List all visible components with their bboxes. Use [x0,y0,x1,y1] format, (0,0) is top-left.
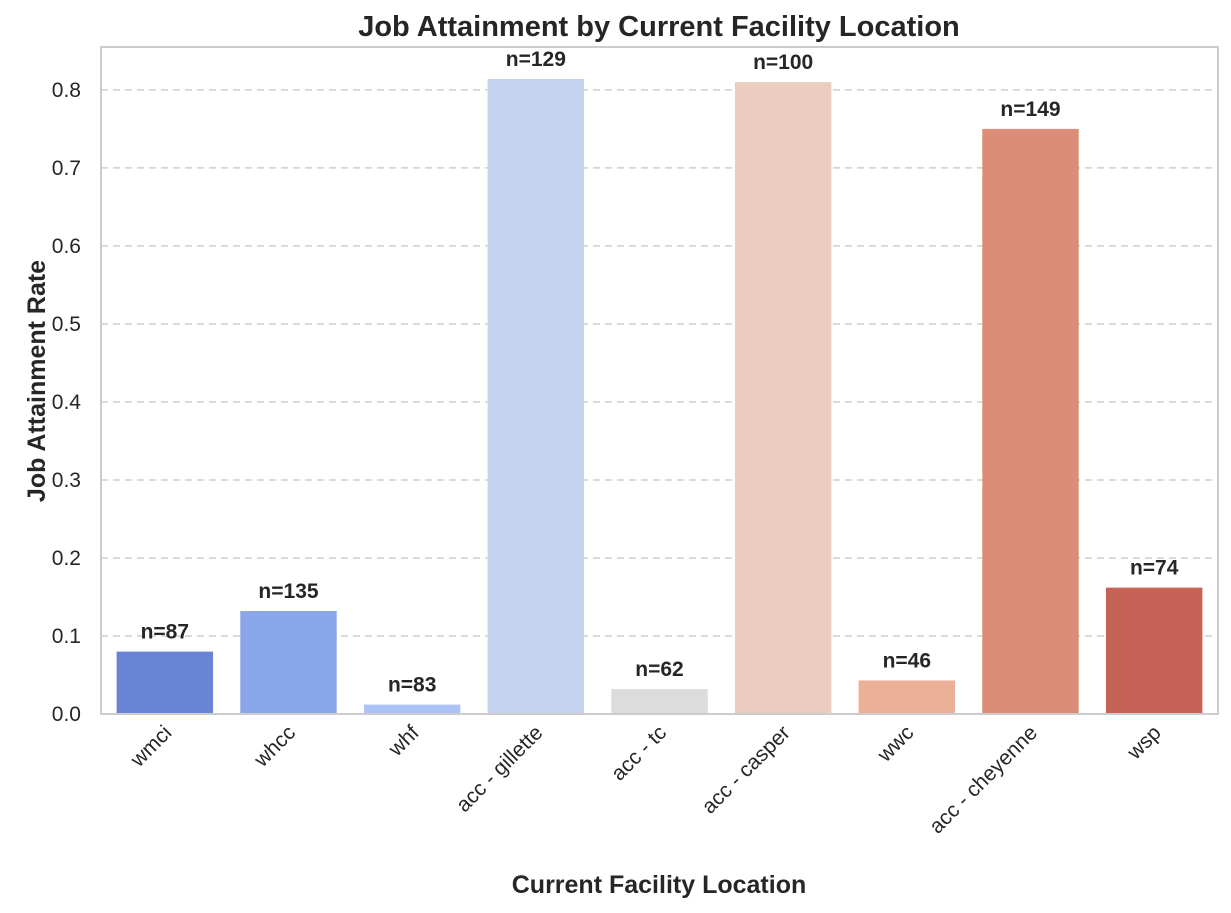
bar-count-label: n=87 [141,621,189,644]
chart-title: Job Attainment by Current Facility Locat… [358,11,960,43]
bar-acc-casper [734,82,832,714]
bar-acc-tc [611,689,708,714]
y-tick-label: 0.8 [52,79,81,102]
x-tick-label: acc - cheyenne [925,721,1042,838]
bar-count-label: n=74 [1130,557,1179,580]
bar-count-label: n=135 [258,580,318,603]
bar-count-label: n=100 [753,51,813,74]
x-tick-label: whcc [249,721,300,772]
y-tick-label: 0.1 [52,625,81,648]
bar-count-label: n=62 [635,658,683,681]
y-tick-label: 0.4 [52,391,82,414]
y-tick-label: 0.5 [52,313,81,336]
x-tick-label: acc - gillette [452,721,547,816]
plot-frame [100,46,1219,715]
bar-count-label: n=129 [506,48,566,71]
y-tick-label: 0.0 [52,703,81,726]
x-tick-labels: wmci whcc whf acc - gillette acc - tc acc - c… [126,721,1166,838]
bar-wsp [1105,587,1203,714]
y-tick-labels: 0.0 0.1 0.2 0.3 0.4 0.5 0.6 0.7 0.8 [52,79,82,726]
x-tick-label: wsp [1122,721,1165,764]
y-tick-label: 0.6 [52,235,81,258]
bar-whf [363,704,461,714]
y-tick-label: 0.7 [52,157,81,180]
bar-wwc [858,680,956,714]
bar-acc-cheyenne [982,128,1079,714]
bar-whcc [240,611,337,714]
data-labels: n=87 n=135 n=83 n=129 n=62 n=100 n=46 n=149 n=74 [141,48,1179,697]
x-tick-label: acc - tc [607,721,671,785]
bar-count-label: n=149 [1000,98,1060,121]
y-tick-label: 0.2 [52,547,81,570]
bar-count-label: n=83 [388,674,436,697]
y-axis-label: Job Attainment Rate [23,260,51,502]
x-axis-label: Current Facility Location [512,871,806,899]
bar-acc-gillette [487,78,585,714]
bar-wmci [116,651,214,714]
x-tick-label: acc - casper [698,721,795,818]
y-tick-label: 0.3 [52,469,81,492]
x-tick-label: whf [384,721,424,761]
bars [116,78,1203,714]
x-tick-label: wmci [126,721,177,772]
bar-count-label: n=46 [883,649,931,672]
gridlines [101,89,1218,637]
x-tick-label: wwc [873,721,919,767]
